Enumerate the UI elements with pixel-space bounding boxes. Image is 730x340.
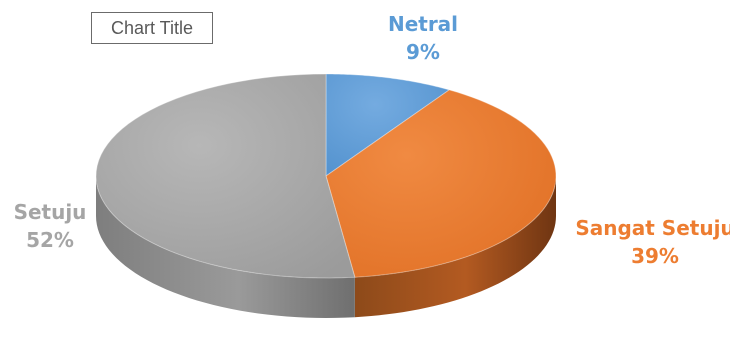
data-label-netral-value: 9% <box>406 40 440 64</box>
data-label-setuju-category: Setuju <box>13 200 87 224</box>
data-label-setuju-value: 52% <box>26 228 74 252</box>
data-label-sangat-setuju-category: Sangat Setuju <box>575 216 730 240</box>
slice-setuju-side <box>96 176 355 318</box>
data-label-netral-category: Netral <box>387 12 459 36</box>
slice-setuju[interactable] <box>95 73 356 279</box>
data-label-setuju: Setuju 52% <box>0 198 100 254</box>
data-label-sangat-setuju-value: 39% <box>631 244 679 268</box>
data-label-netral: Netral 9% <box>368 10 478 66</box>
data-label-sangat-setuju: Sangat Setuju 39% <box>570 214 730 270</box>
chart-title-box[interactable]: Chart Title <box>91 12 213 44</box>
slice-sangat-setuju-side <box>354 176 556 318</box>
slice-sangat-setuju[interactable] <box>325 89 557 278</box>
slice-netral[interactable] <box>325 73 451 177</box>
